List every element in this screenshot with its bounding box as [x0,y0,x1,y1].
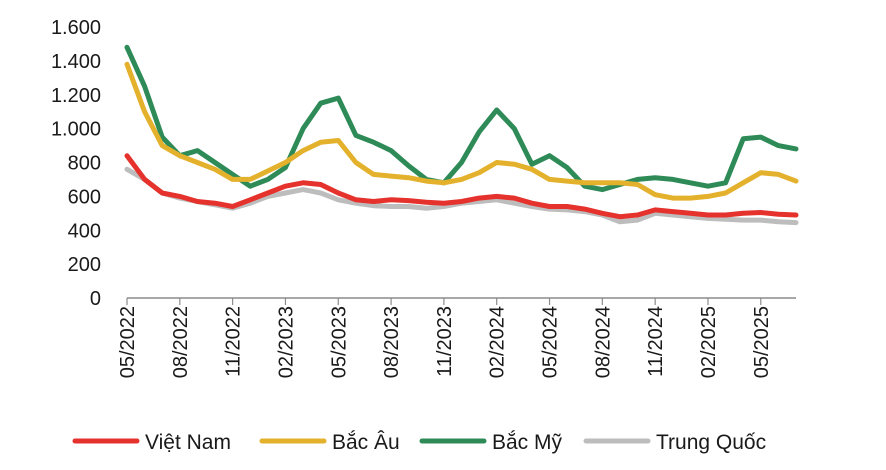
legend: Việt Nam Bắc Âu Bắc Mỹ Trung Quốc [72,431,766,454]
legend-label: Trung Quốc [656,431,766,454]
y-tick-label: 1.000 [51,119,101,141]
y-tick-label: 1.600 [51,17,101,39]
series-line [124,61,799,201]
series-lines [124,44,799,226]
series-line [124,44,799,193]
x-tick-label: 02/2023 [275,306,297,378]
x-tick-label: 05/2024 [540,306,562,378]
x-axis: 05/2022 08/2022 11/2022 02/2023 05/2023 08/20… [117,297,796,378]
x-tick-label: 05/2022 [117,306,139,378]
x-tick-label: 02/2025 [698,306,720,378]
x-tick-label: 08/2022 [170,306,192,378]
legend-label: Bắc Âu [332,431,400,454]
x-tick-label: 11/2023 [434,306,456,377]
x-tick-label: 11/2024 [645,306,667,377]
y-tick-label: 1.400 [51,51,101,73]
y-tick-label: 200 [68,254,101,276]
y-tick-label: 600 [68,186,101,208]
x-tick-label: 02/2024 [487,306,509,378]
y-tick-label: 400 [68,220,101,242]
series-line [124,153,799,220]
legend-label: Việt Nam [145,431,231,454]
x-tick-label: 08/2024 [592,306,614,378]
x-tick-label: 08/2023 [381,306,403,378]
x-tick-label: 05/2023 [328,306,350,378]
legend-label: Bắc Mỹ [492,431,563,454]
y-tick-label: 1.200 [51,85,101,107]
y-tick-label: 0 [90,288,101,310]
x-tick-label: 11/2022 [223,306,245,377]
x-tick-label: 05/2025 [751,306,773,378]
y-axis: 0 200 400 600 800 1.000 1.200 1.400 1.600 [51,17,101,310]
y-tick-label: 800 [68,153,101,175]
